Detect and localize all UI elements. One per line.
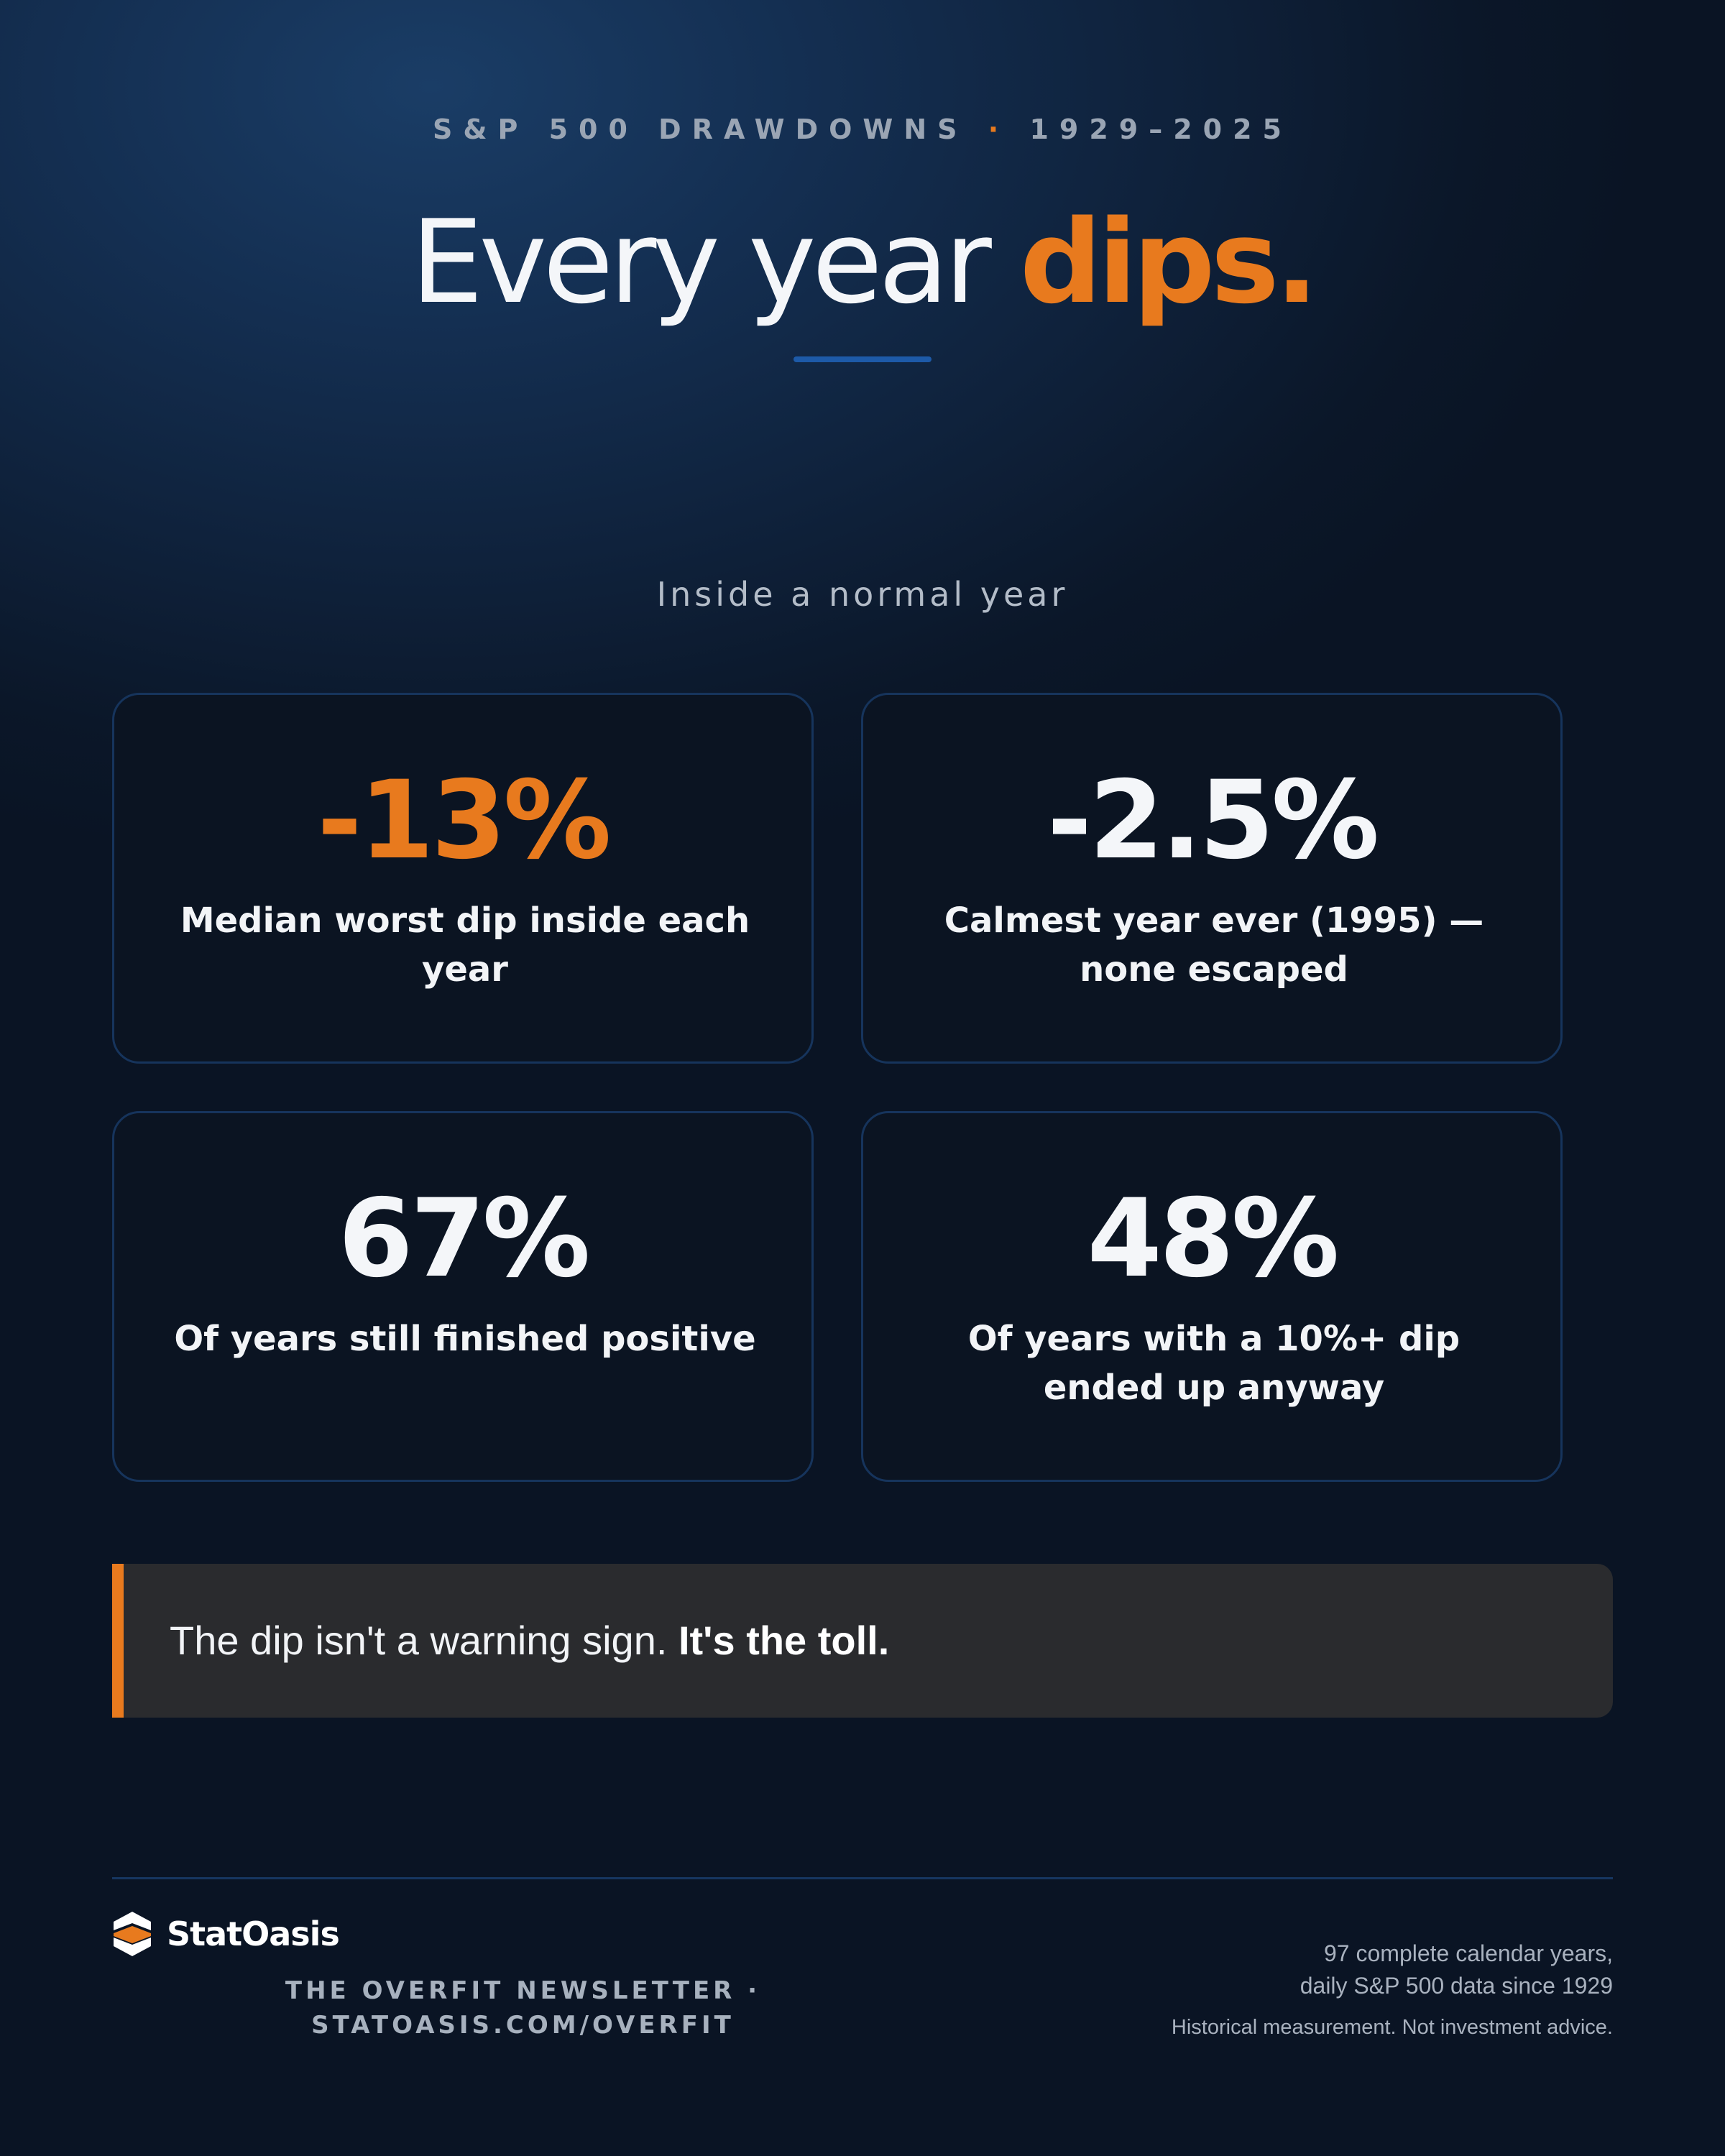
- stat-label: Of years with a 10%+ dip ended up anyway: [967, 1319, 1460, 1408]
- callout-accent-bar: [112, 1564, 124, 1718]
- stat-value: 48%: [1087, 1176, 1339, 1302]
- callout-quote: The dip isn't a warning sign. It's the t…: [112, 1564, 1613, 1718]
- eyebrow: S&P 500 DRAWDOWNS · 1929–2025: [0, 114, 1725, 145]
- newsletter-credit: THE OVERFIT NEWSLETTER · STATOASIS.COM/O…: [259, 1973, 787, 2042]
- newsletter-name: THE OVERFIT NEWSLETTER ·: [285, 1976, 761, 2005]
- brand-name: StatOasis: [167, 1915, 340, 1953]
- title-accent: dips.: [1019, 195, 1319, 329]
- page-title: Every year dips.: [0, 194, 1725, 331]
- footer-divider: [112, 1877, 1613, 1879]
- title-main: Every year: [410, 195, 1020, 329]
- stat-card-ended-up: 48% Of years with a 10%+ dip ended up an…: [861, 1111, 1563, 1482]
- eyebrow-separator: ·: [988, 114, 1010, 145]
- stat-label: Of years still finished positive: [174, 1319, 756, 1359]
- callout-text: The dip isn't a warning sign. It's the t…: [170, 1564, 889, 1718]
- stat-label: Median worst dip inside each year: [180, 900, 750, 990]
- eyebrow-years: 1929–2025: [1029, 114, 1292, 145]
- eyebrow-topic: S&P 500 DRAWDOWNS: [433, 114, 968, 145]
- statoasis-logo-icon: [114, 1912, 151, 1956]
- section-label: Inside a normal year: [656, 575, 1069, 614]
- callout-lead: The dip isn't a warning sign.: [170, 1618, 678, 1663]
- disclaimer: Historical measurement. Not investment a…: [1171, 2016, 1613, 2039]
- stat-card-median-dip: -13% Median worst dip inside each year: [112, 693, 814, 1064]
- stat-value: -2.5%: [1046, 758, 1379, 883]
- stat-value: -13%: [317, 758, 611, 883]
- note-line-2: daily S&P 500 data since 1929: [1300, 1973, 1613, 1999]
- stat-card-calmest-year: -2.5% Calmest year ever (1995) — none es…: [861, 693, 1563, 1064]
- callout-emphasis: It's the toll.: [678, 1618, 890, 1663]
- title-underline: [794, 356, 932, 362]
- stat-card-finished-positive: 67% Of years still finished positive: [112, 1111, 814, 1482]
- newsletter-url[interactable]: STATOASIS.COM/OVERFIT: [311, 2011, 735, 2040]
- data-source-note: 97 complete calendar years, daily S&P 50…: [1300, 1938, 1613, 2002]
- stat-label: Calmest year ever (1995) — none escaped: [944, 900, 1484, 990]
- note-line-1: 97 complete calendar years,: [1324, 1940, 1613, 1966]
- stat-value: 67%: [338, 1176, 590, 1302]
